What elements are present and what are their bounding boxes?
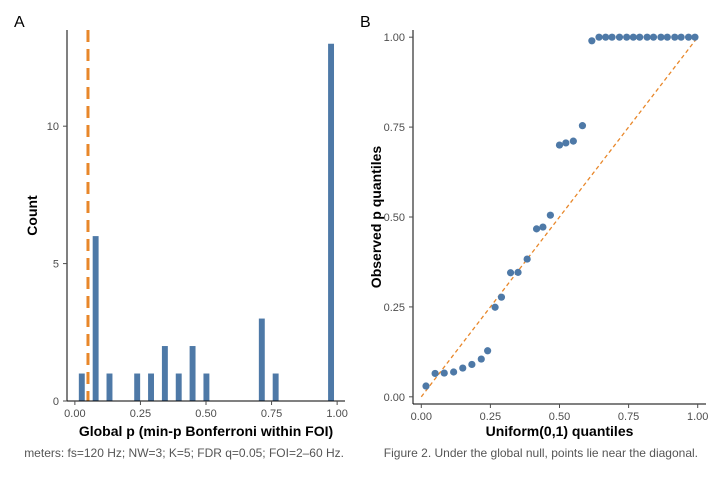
qq-point <box>657 33 665 41</box>
panel-b-x-tick-label: 0.75 <box>618 411 639 423</box>
panel-b-y-tick-label: 0.00 <box>384 392 405 404</box>
panel-b-y-tick-label: 0.75 <box>384 122 405 134</box>
panel-a-x-tick-label: 0.75 <box>261 408 282 420</box>
qq-points <box>422 33 699 390</box>
panel-b-x-axis-title: Uniform(0,1) quantiles <box>486 423 634 439</box>
qq-point <box>578 122 587 130</box>
qq-point <box>649 33 658 41</box>
panel-a-x-tick-label: 0.50 <box>195 408 216 420</box>
histogram-bar <box>106 373 113 401</box>
qq-point <box>602 33 610 41</box>
histogram-bar <box>258 318 265 401</box>
histogram-bar <box>78 373 85 401</box>
panel-a-y-tick-label: 5 <box>53 259 59 271</box>
qq-point <box>562 139 570 147</box>
panel-a-x-tick-label: 0.00 <box>64 408 85 420</box>
qq-point <box>459 364 467 372</box>
panel-a-caption: meters: fs=120 Hz; NW=3; K=5; FDR q=0.05… <box>24 446 344 460</box>
histogram-bar <box>272 373 279 401</box>
histogram-bar <box>328 43 335 401</box>
qq-point <box>671 33 679 41</box>
qq-point <box>484 347 492 355</box>
panel-b-x-tick-label: 0.50 <box>549 411 570 423</box>
panel-b-x-tick-label: 0.25 <box>480 411 501 423</box>
panel-a-axes: 0.00 0.25 0.50 0.75 1.00 0 5 10 <box>47 30 348 420</box>
qq-point <box>555 141 564 149</box>
panel-a-y-axis-title: Count <box>24 195 40 236</box>
qq-point <box>569 137 577 145</box>
histogram-bar <box>203 373 210 401</box>
qq-point <box>588 37 596 45</box>
qq-point <box>477 355 485 363</box>
qq-point <box>431 369 439 378</box>
qq-point <box>491 303 499 311</box>
qq-point <box>539 223 547 231</box>
panel-b-y-axis-title: Observed p quantiles <box>368 146 384 289</box>
qq-point <box>623 33 631 41</box>
diagonal-reference-group <box>420 36 699 398</box>
qq-point <box>595 33 603 41</box>
panel-b-y-tick-label: 0.25 <box>384 302 405 314</box>
panel-b-y-tick-label: 0.50 <box>384 212 405 224</box>
histogram-bar <box>134 373 141 401</box>
diagonal-reference-line <box>420 36 699 398</box>
qq-point <box>643 33 651 41</box>
panel-a-x-tick-label: 0.25 <box>130 408 151 420</box>
qq-point <box>468 360 476 369</box>
panel-b-y-tick-label: 1.00 <box>384 32 405 44</box>
panel-a-x-axis-title: Global p (min-p Bonferroni within FOI) <box>79 423 333 439</box>
histogram-bar <box>189 346 196 401</box>
qq-point <box>523 255 531 263</box>
histogram-bars <box>78 43 335 401</box>
qq-point <box>677 33 685 41</box>
qq-point <box>629 33 637 41</box>
panel-a-y-tick-label: 0 <box>53 396 59 408</box>
panel-b-letter: B <box>360 14 371 31</box>
histogram-bar <box>161 346 168 401</box>
panel-b-x-tick-label: 0.00 <box>411 411 432 423</box>
panel-b-x-tick-label: 1.00 <box>687 411 708 423</box>
panel-a-letter: A <box>14 14 25 31</box>
qq-point <box>506 269 515 277</box>
qq-point <box>422 382 430 390</box>
panel-a-y-tick-label: 10 <box>47 121 59 133</box>
qq-point <box>691 33 699 41</box>
panel-a: A 0.00 0.25 0.50 0.75 1.00 0 5 10 Global p (min… <box>14 14 348 460</box>
qq-point <box>514 268 522 276</box>
histogram-bar <box>148 373 154 401</box>
qq-point <box>663 33 671 41</box>
qq-point <box>684 33 693 41</box>
qq-point <box>546 211 554 219</box>
panel-a-x-tick-label: 1.00 <box>326 408 347 420</box>
qq-point <box>636 33 644 41</box>
qq-point <box>440 369 448 377</box>
qq-point <box>608 33 616 41</box>
histogram-bar <box>92 236 99 401</box>
panel-b-axes: 0.00 0.25 0.50 0.75 1.00 0.00 0.25 0.50 0.75 1.00 <box>384 30 708 423</box>
qq-point <box>615 33 624 41</box>
histogram-bar <box>175 373 182 401</box>
qq-point <box>450 368 458 376</box>
qq-point <box>497 293 506 301</box>
panel-b-caption: Figure 2. Under the global null, points … <box>384 446 698 460</box>
panel-b: B 0.00 0.25 0.50 0.75 1.00 0.00 0.25 0.50 0.75 1.… <box>360 14 708 460</box>
qq-point <box>532 225 541 233</box>
